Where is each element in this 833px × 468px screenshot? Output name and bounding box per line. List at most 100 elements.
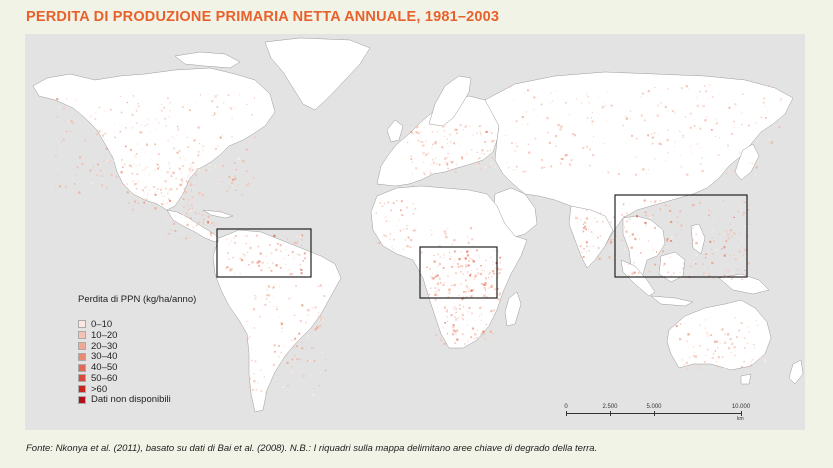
degradation-dot — [699, 364, 702, 366]
degradation-dot — [749, 223, 751, 225]
degradation-dot — [154, 169, 156, 171]
degradation-dot — [90, 182, 93, 185]
degradation-dot — [479, 306, 482, 309]
degradation-dot — [738, 250, 741, 253]
degradation-dot — [295, 345, 298, 347]
degradation-dot — [135, 156, 137, 158]
degradation-dot — [770, 141, 773, 144]
degradation-dot — [183, 187, 186, 190]
degradation-dot — [721, 328, 724, 331]
degradation-dot — [135, 108, 138, 112]
degradation-dot — [658, 142, 661, 145]
degradation-dot — [581, 102, 583, 104]
degradation-dot — [452, 326, 455, 329]
degradation-dot — [184, 185, 186, 187]
degradation-dot — [585, 145, 589, 148]
degradation-dot — [429, 268, 431, 270]
degradation-dot — [436, 131, 439, 133]
degradation-dot — [455, 311, 457, 314]
degradation-dot — [167, 97, 169, 100]
degradation-dot — [383, 234, 386, 237]
degradation-dot — [742, 254, 744, 256]
degradation-dot — [733, 120, 735, 123]
scale-label-0: 0 — [564, 404, 568, 410]
degradation-dot — [585, 217, 589, 220]
degradation-dot — [485, 259, 487, 262]
degradation-dot — [755, 166, 758, 169]
degradation-dot — [174, 229, 177, 232]
degradation-dot — [635, 173, 637, 176]
degradation-dot — [165, 237, 167, 239]
degradation-dot — [214, 237, 215, 239]
degradation-dot — [434, 154, 436, 155]
degradation-dot — [723, 276, 726, 279]
degradation-dot — [150, 158, 153, 160]
degradation-dot — [279, 266, 282, 269]
degradation-dot — [691, 153, 693, 155]
degradation-dot — [102, 160, 105, 162]
degradation-dot — [585, 251, 588, 253]
degradation-dot — [515, 165, 518, 168]
degradation-dot — [515, 142, 517, 145]
degradation-dot — [226, 190, 229, 193]
degradation-dot — [466, 153, 468, 155]
degradation-dot — [481, 149, 484, 152]
degradation-dot — [299, 235, 302, 238]
degradation-dot — [662, 250, 665, 253]
degradation-dot — [714, 136, 716, 137]
degradation-dot — [491, 140, 494, 143]
degradation-dot — [493, 139, 496, 142]
degradation-dot — [526, 111, 527, 113]
degradation-dot — [422, 171, 425, 174]
degradation-dot — [527, 89, 529, 92]
degradation-dot — [213, 164, 217, 168]
degradation-dot — [731, 132, 734, 135]
degradation-dot — [489, 272, 491, 274]
degradation-dot — [251, 261, 254, 264]
degradation-dot — [441, 146, 444, 149]
degradation-dot — [726, 252, 728, 254]
degradation-dot — [299, 263, 302, 266]
degradation-dot — [144, 168, 147, 171]
degradation-dot — [659, 141, 661, 143]
degradation-dot — [411, 173, 413, 175]
degradation-dot — [725, 230, 728, 233]
degradation-dot — [148, 171, 150, 173]
legend-label: 0–10 — [91, 318, 113, 330]
degradation-dot — [439, 256, 441, 258]
degradation-dot — [691, 204, 694, 207]
legend-swatch — [78, 395, 86, 404]
degradation-dot — [177, 128, 180, 131]
degradation-dot — [154, 193, 157, 196]
degradation-dot — [476, 151, 478, 153]
degradation-dot — [202, 221, 205, 224]
degradation-dot — [695, 204, 697, 205]
degradation-dot — [469, 274, 471, 277]
degradation-dot — [559, 162, 562, 165]
degradation-dot — [557, 124, 560, 127]
degradation-dot — [435, 291, 437, 293]
degradation-dot — [119, 95, 121, 97]
degradation-dot — [689, 265, 692, 268]
degradation-dot — [742, 201, 744, 203]
degradation-dot — [151, 193, 152, 195]
degradation-dot — [143, 151, 146, 153]
degradation-dot — [613, 216, 615, 218]
degradation-dot — [689, 364, 691, 367]
degradation-dot — [182, 177, 185, 180]
degradation-dot — [511, 142, 513, 144]
degradation-dot — [133, 163, 135, 165]
degradation-dot — [733, 346, 736, 349]
degradation-dot — [182, 106, 184, 108]
degradation-dot — [694, 355, 697, 358]
degradation-dot — [182, 198, 185, 200]
degradation-dot — [406, 206, 409, 209]
degradation-dot — [427, 290, 430, 292]
world-map-svg — [25, 34, 805, 430]
degradation-dot — [588, 229, 589, 231]
degradation-dot — [440, 339, 443, 342]
degradation-dot — [404, 239, 406, 241]
degradation-dot — [266, 262, 269, 265]
degradation-dot — [656, 251, 658, 253]
degradation-dot — [490, 132, 493, 134]
